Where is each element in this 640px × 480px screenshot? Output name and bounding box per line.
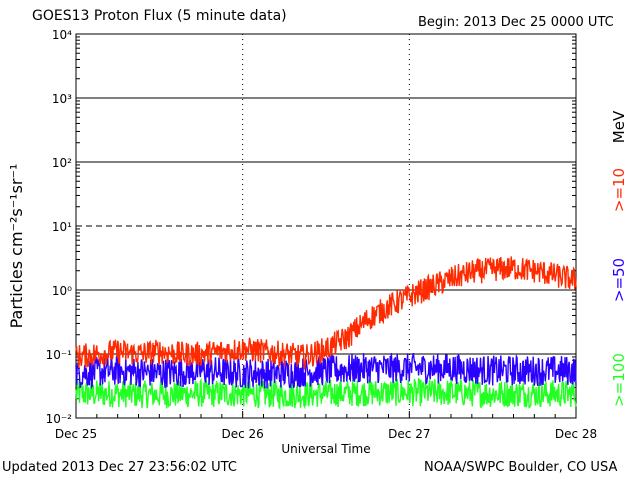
y-tick-label: 10⁻¹ [46,348,73,362]
series-line-ge10 [75,256,577,370]
begin-label: Begin: 2013 Dec 25 0000 UTC [418,15,614,30]
y-axis-label: Particles cm⁻²s⁻¹sr⁻¹ [7,164,26,329]
x-axis-label: Universal Time [281,442,370,456]
footer-source: NOAA/SWPC Boulder, CO USA [424,460,618,475]
y-tick-label: 10² [52,156,72,170]
y-tick-label: 10³ [52,92,72,106]
legend-ge100: >=100 [610,353,628,407]
y-tick-label: 10¹ [52,220,72,234]
chart-title: GOES13 Proton Flux (5 minute data) [32,8,287,24]
x-tick-label: Dec 27 [388,427,430,441]
footer-updated: Updated 2013 Dec 27 23:56:02 UTC [2,460,237,475]
legend-ge50: >=50 [610,258,628,302]
x-tick-label: Dec 28 [555,427,597,441]
x-tick-label: Dec 25 [55,427,97,441]
y-tick-label: 10⁰ [52,284,72,298]
series-line-ge50 [75,352,577,390]
y-tick-label: 10⁻² [46,412,73,426]
unit-label: MeV [610,110,628,143]
legend-ge10: >=10 [610,168,628,212]
y-tick-label: 10⁴ [52,28,72,42]
series-line-ge100 [75,377,577,411]
x-tick-label: Dec 26 [222,427,264,441]
